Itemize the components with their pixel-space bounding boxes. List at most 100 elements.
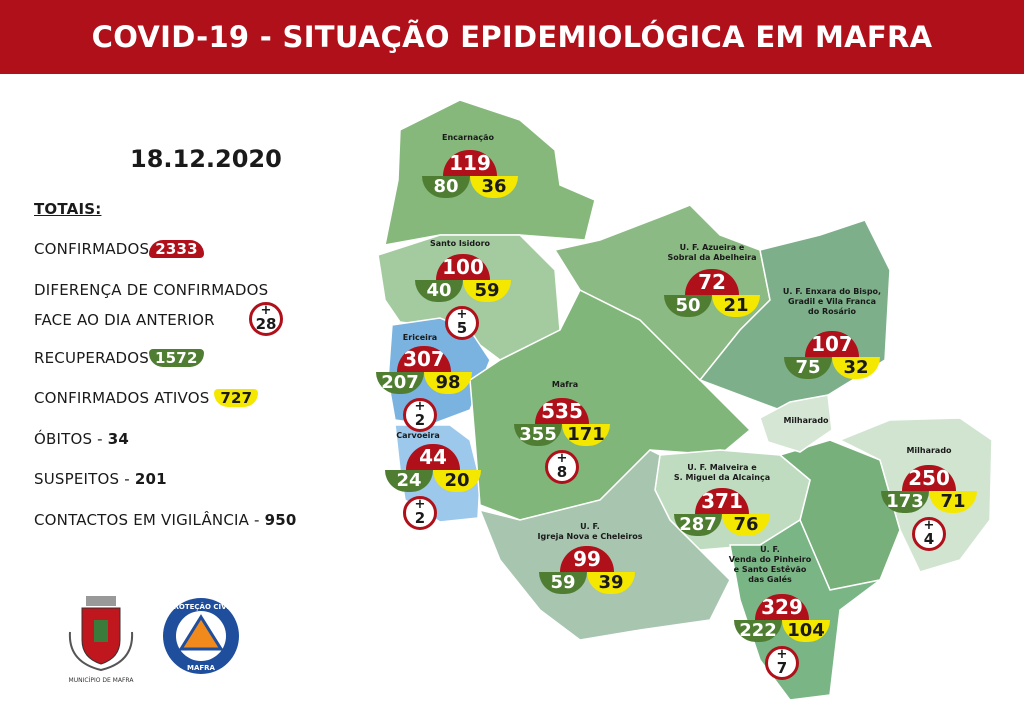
active-count: 32 <box>832 357 880 379</box>
diff-badge: +4 <box>912 517 946 551</box>
active-count: 104 <box>782 620 830 642</box>
confirmed-count: 307 <box>397 346 451 372</box>
region-mafra <box>469 288 752 521</box>
active-count: 59 <box>463 280 511 302</box>
region-label: Ericeira <box>402 333 438 342</box>
region-label: U. F. Enxara do Bispo, Gradil e Vila Fra… <box>782 287 882 316</box>
plus-sign: + <box>556 451 568 466</box>
region-label: Encarnação <box>442 133 494 142</box>
plus-sign: + <box>456 307 468 322</box>
suspects-total: SUSPEITOS - 201 <box>34 470 167 488</box>
active-count: 39 <box>587 572 635 594</box>
confirmed-count: 250 <box>902 465 956 491</box>
recovered-count: 287 <box>674 514 722 536</box>
recovered-count: 173 <box>881 491 929 513</box>
diff-label-1: DIFERENÇA DE CONFIRMADOS <box>34 281 269 299</box>
confirmed-count: 119 <box>443 150 497 176</box>
confirmed-count: 371 <box>695 488 749 514</box>
active-count: 98 <box>424 372 472 394</box>
diff-total-badge: +28 <box>249 302 283 336</box>
region-label: Santo Isidoro <box>429 239 491 248</box>
plus-sign: + <box>414 399 426 414</box>
recovered-count: 40 <box>415 280 463 302</box>
diff-count: 8 <box>556 463 568 481</box>
active-total: CONFIRMADOS ATIVOS 727 <box>34 389 259 407</box>
deaths-label: ÓBITOS - <box>34 430 108 448</box>
region-stats-marker: 119 80 36 <box>422 150 518 198</box>
region-igreja-nova <box>478 449 731 641</box>
region-stats-marker: 72 50 21 <box>664 269 760 317</box>
region-stats-marker: 107 75 32 <box>784 331 880 379</box>
active-label: CONFIRMADOS ATIVOS <box>34 389 210 407</box>
municipio-logo-text: MUNICÍPIO DE MAFRA <box>69 677 135 684</box>
suspects-label: SUSPEITOS - <box>34 470 135 488</box>
diff-label-2: FACE AO DIA ANTERIOR <box>34 311 215 329</box>
region-label: U. F. Azueira e Sobral da Abelheira <box>667 243 757 262</box>
confirmed-count: 72 <box>685 269 739 295</box>
page-title: COVID-19 - SITUAÇÃO EPIDEMIOLÓGICA EM MA… <box>91 20 933 54</box>
region-stats-marker: 250 173 71 <box>881 465 977 513</box>
title-banner: COVID-19 - SITUAÇÃO EPIDEMIOLÓGICA EM MA… <box>0 0 1024 74</box>
diff-count: 4 <box>923 530 935 548</box>
active-count: 71 <box>929 491 977 513</box>
contacts-label: CONTACTOS EM VIGILÂNCIA - <box>34 511 265 529</box>
active-count: 171 <box>562 424 610 446</box>
region-stats-marker: 100 40 59 <box>415 254 511 302</box>
region-stats-marker: 329 222 104 <box>734 594 830 642</box>
diff-badge: +2 <box>403 496 437 530</box>
active-count: 76 <box>722 514 770 536</box>
protecao-logo-bottom-text: MAFRA <box>187 664 216 672</box>
confirmed-count: 44 <box>406 444 460 470</box>
totals-heading: TOTAIS: <box>34 200 102 218</box>
region-label: U. F. Venda do Pinheiro e Santo Estêvão … <box>728 545 812 584</box>
diff-count: 5 <box>456 319 468 337</box>
recovered-label: RECUPERADOS <box>34 349 150 367</box>
confirmed-total: CONFIRMADOS 2333 <box>34 240 204 258</box>
deaths-total: ÓBITOS - 34 <box>34 430 129 448</box>
confirmed-count: 100 <box>436 254 490 280</box>
protecao-civil-logo: PROTEÇÃO CIVIL MAFRA <box>163 598 239 674</box>
region-label: U. F. Malveira e S. Miguel da Alcainça <box>673 463 771 482</box>
recovered-count: 59 <box>539 572 587 594</box>
contacts-total: CONTACTOS EM VIGILÂNCIA - 950 <box>34 511 297 529</box>
deaths-value: 34 <box>107 430 130 448</box>
region-label: U. F. Igreja Nova e Cheleiros <box>537 522 643 541</box>
plus-sign: + <box>260 303 272 318</box>
confirmed-value: 2333 <box>149 240 204 258</box>
diff-badge: +7 <box>765 646 799 680</box>
recovered-count: 207 <box>376 372 424 394</box>
diff-count: 2 <box>414 411 426 429</box>
contacts-value: 950 <box>264 511 297 529</box>
diff-badge: +5 <box>445 306 479 340</box>
region-stats-marker: 371 287 76 <box>674 488 770 536</box>
diff-badge: +8 <box>545 450 579 484</box>
confirmed-count: 107 <box>805 331 859 357</box>
recovered-value: 1572 <box>149 349 204 367</box>
region-label-milharado-small: Milharado <box>783 416 829 425</box>
region-label: Carvoeira <box>396 431 440 440</box>
region-label: Milharado <box>906 446 952 455</box>
recovered-count: 355 <box>514 424 562 446</box>
active-count: 20 <box>433 470 481 492</box>
region-stats-marker: 535 355 171 <box>514 398 610 446</box>
report-date: 18.12.2020 <box>130 145 282 173</box>
diff-count: 7 <box>776 659 788 677</box>
diff-value: 28 <box>255 315 277 333</box>
region-label: Mafra <box>551 380 579 389</box>
region-stats-marker: 307 207 98 <box>376 346 472 394</box>
diff-badge: +2 <box>403 398 437 432</box>
region-milharado-small <box>759 394 833 453</box>
plus-sign: + <box>414 497 426 512</box>
recovered-count: 222 <box>734 620 782 642</box>
plus-sign: + <box>776 647 788 662</box>
confirmed-count: 99 <box>560 546 614 572</box>
recovered-count: 50 <box>664 295 712 317</box>
confirmed-count: 329 <box>755 594 809 620</box>
recovered-count: 24 <box>385 470 433 492</box>
suspects-value: 201 <box>134 470 167 488</box>
confirmed-count: 535 <box>535 398 589 424</box>
confirmed-label: CONFIRMADOS <box>34 240 150 258</box>
active-count: 36 <box>470 176 518 198</box>
recovered-count: 80 <box>422 176 470 198</box>
recovered-count: 75 <box>784 357 832 379</box>
